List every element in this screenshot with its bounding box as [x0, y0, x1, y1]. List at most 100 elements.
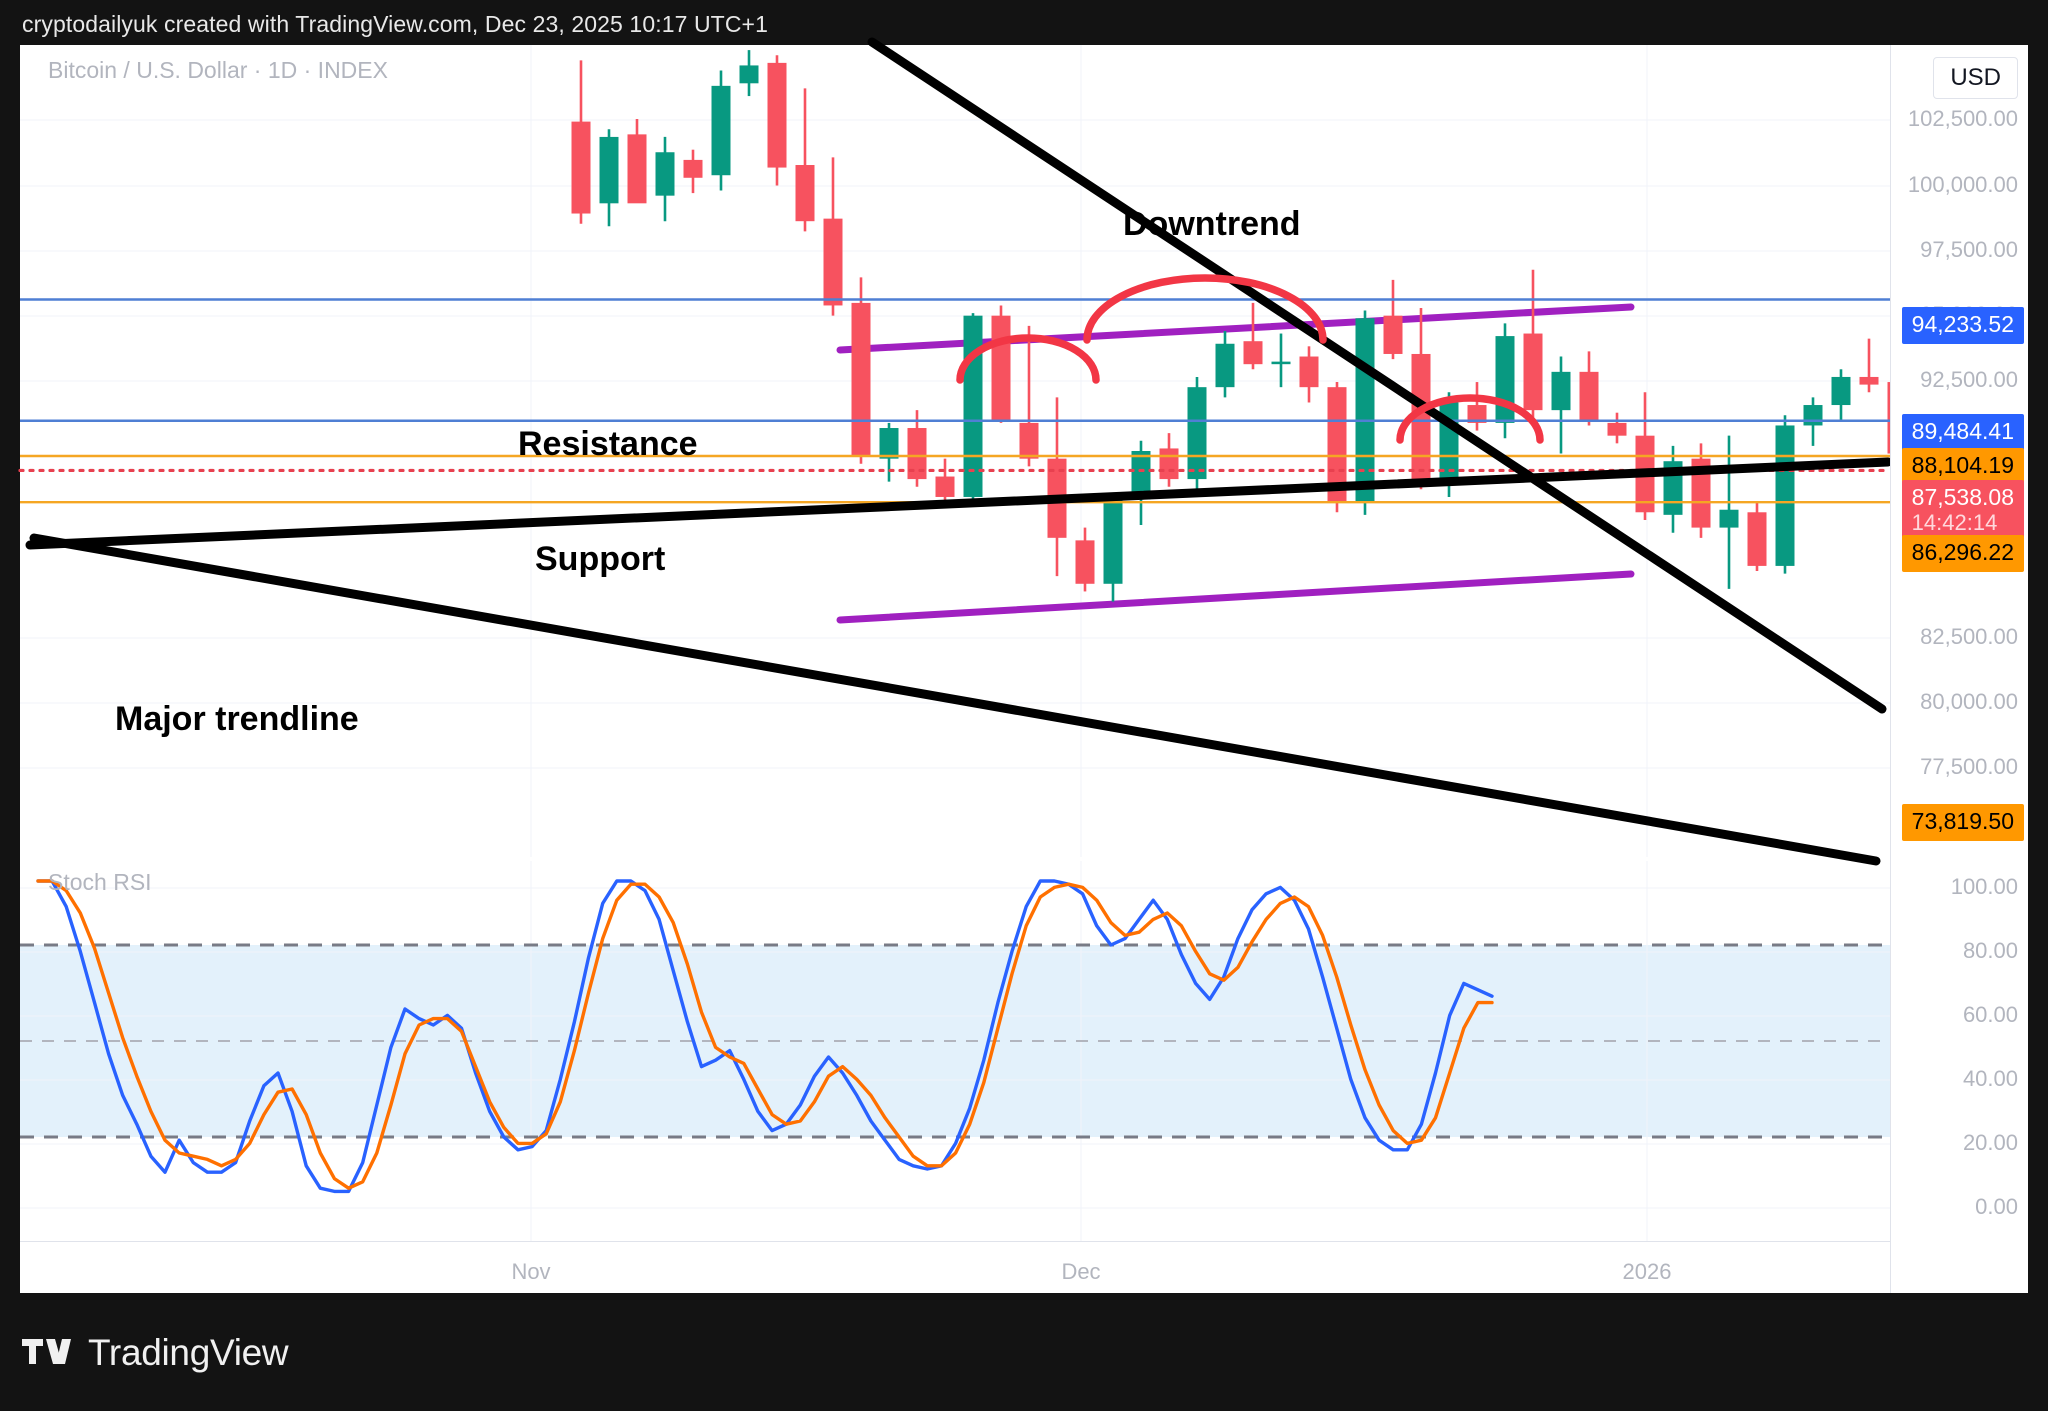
candle: [1047, 397, 1067, 577]
chart-surface[interactable]: Bitcoin / U.S. Dollar · 1D · INDEX Downt…: [18, 37, 2028, 1293]
annotation-downtrend: Downtrend: [1123, 205, 1301, 243]
arc-right-shoulder-arc: [1396, 394, 1544, 444]
candle: [1467, 382, 1487, 431]
candle: [1299, 346, 1319, 403]
stoch-tick: 0.00: [1975, 1194, 2018, 1219]
watermark-text: cryptodailyuk created with TradingView.c…: [22, 11, 768, 37]
price-badge-orange[interactable]: 73,819.50: [1901, 804, 2024, 841]
price-tick: 92,500.00: [1920, 367, 2018, 392]
candle: [1103, 494, 1123, 602]
price-badge-orange[interactable]: 88,104.19: [1901, 448, 2024, 485]
candle: [1243, 302, 1263, 370]
price-tick: 82,500.00: [1920, 624, 2018, 649]
stoch-rsi-canvas: [20, 861, 1890, 1241]
candle-body: [571, 121, 591, 214]
price-axis[interactable]: USD 102,500.00100,000.0097,500.0095,000.…: [1890, 45, 2028, 1293]
candle: [1187, 376, 1207, 492]
stoch-tick: 100.00: [1950, 874, 2018, 899]
price-badge-blue[interactable]: 89,484.41: [1901, 414, 2024, 451]
brand-bar: [0, 1293, 2048, 1411]
candle-body: [1299, 356, 1319, 388]
candle-body: [823, 218, 843, 306]
arc-left-shoulder-arc: [956, 334, 1100, 384]
stoch-rsi-pane[interactable]: Stoch RSI: [20, 861, 1890, 1241]
arc-head-arc: [1083, 274, 1327, 344]
candle-body: [1159, 448, 1179, 480]
stoch-line-pct-D: [36, 879, 1494, 1190]
trendline-downtrend: [867, 37, 1887, 714]
candle: [1579, 351, 1599, 426]
price-axis-divider: [1890, 45, 1891, 1293]
candle-body: [1271, 361, 1291, 365]
price-pane[interactable]: Bitcoin / U.S. Dollar · 1D · INDEX Downt…: [18, 37, 1907, 866]
price-badge-value: 88,104.19: [1911, 452, 2014, 478]
candle-body: [1607, 422, 1627, 436]
time-tick: Dec: [1061, 1259, 1101, 1284]
candle-body: [879, 428, 899, 459]
price-badge-value: 94,233.52: [1911, 311, 2014, 337]
price-badge-blue[interactable]: 94,233.52: [1901, 307, 2024, 344]
watermark-bar: cryptodailyuk created with TradingView.c…: [0, 0, 2048, 45]
candle-body: [1131, 451, 1151, 500]
candle-body: [1383, 315, 1403, 354]
candle-body: [991, 315, 1011, 421]
candle: [1383, 279, 1403, 360]
price-tick: 102,500.00: [1907, 106, 2018, 131]
candle: [739, 50, 759, 97]
price-badge-orange[interactable]: 86,296.22: [1901, 535, 2024, 572]
candle: [1271, 333, 1291, 388]
candle-body: [1467, 405, 1487, 423]
candle: [1075, 527, 1095, 592]
time-tick: Nov: [511, 1259, 551, 1284]
candle-body: [935, 476, 955, 497]
stoch-tick: 20.00: [1962, 1130, 2018, 1155]
price-badge-value: 86,296.22: [1911, 539, 2014, 565]
candle-body: [1187, 387, 1207, 480]
candle-body: [627, 134, 647, 204]
price-badge-value: 89,484.41: [1911, 418, 2014, 444]
candle-body: [1747, 512, 1767, 566]
candle: [795, 88, 815, 232]
tradingview-wordmark: TradingView: [88, 1332, 289, 1373]
stoch-line-pct-K: [36, 879, 1494, 1194]
candle: [627, 119, 647, 204]
candle-body: [907, 428, 927, 480]
channel-lower: [836, 570, 1635, 624]
candle: [1551, 356, 1571, 454]
time-tick: 2026: [1622, 1259, 1672, 1284]
candle-body: [683, 159, 703, 178]
candle: [1159, 433, 1179, 487]
candle: [1719, 435, 1739, 589]
candle: [1747, 502, 1767, 572]
candle: [1859, 338, 1879, 393]
candle: [1775, 415, 1795, 574]
candle: [1215, 330, 1235, 398]
candle-body: [1327, 387, 1347, 503]
candle: [1663, 445, 1683, 533]
candle-body: [711, 85, 731, 176]
price-badge-red[interactable]: 87,538.08 14:42:14: [1901, 480, 2024, 542]
candle: [1831, 369, 1851, 421]
candle: [1607, 412, 1627, 444]
price-tick: 100,000.00: [1907, 172, 2018, 197]
candle-body: [1859, 376, 1879, 385]
candle: [851, 277, 871, 464]
candle-body: [795, 165, 815, 222]
price-badge-countdown: 14:42:14: [1911, 509, 1998, 535]
stoch-tick: 40.00: [1962, 1066, 2018, 1091]
candle: [991, 305, 1011, 423]
candle-body: [1691, 458, 1711, 528]
candle-body: [655, 152, 675, 196]
candle: [599, 129, 619, 227]
candle-body: [1019, 422, 1039, 459]
annotation-resistance: Resistance: [518, 425, 698, 463]
stoch-rsi-legend: Stoch RSI: [48, 869, 152, 895]
currency-chip[interactable]: USD: [1933, 57, 2018, 99]
price-badge-value: 87,538.08: [1911, 484, 2014, 510]
candle: [823, 157, 843, 316]
candle: [1019, 325, 1039, 467]
time-axis[interactable]: Nov Dec 2026: [20, 1241, 1890, 1293]
candle-body: [1551, 371, 1571, 411]
candle-body: [599, 136, 619, 204]
